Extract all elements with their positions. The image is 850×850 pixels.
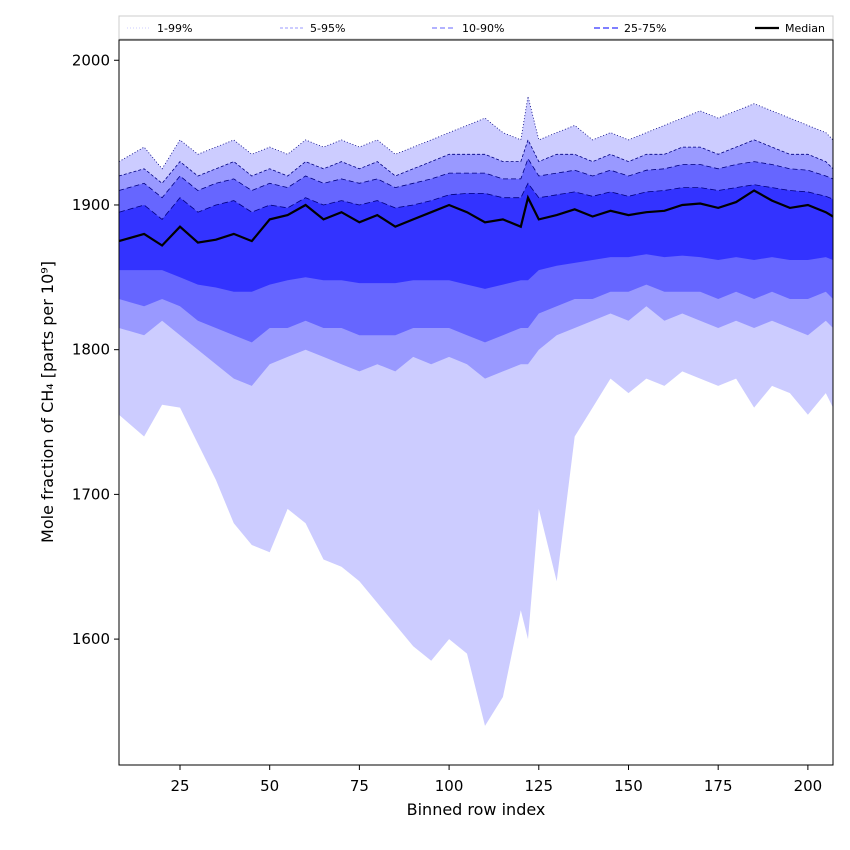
legend-label-25-75: 25-75% [624, 22, 666, 35]
median-line [118, 189, 834, 247]
legend-label-1-99: 1-99% [157, 22, 192, 35]
y-tick-label: 1900 [72, 196, 110, 214]
x-tick-label: 25 [170, 777, 189, 795]
legend-label-median: Median [785, 22, 825, 35]
y-tick-label: 1700 [72, 485, 110, 503]
y-tick-label: 2000 [72, 51, 110, 69]
percentile-bands [119, 96, 833, 726]
x-axis: 25 50 75 100 125 150 175 200 [170, 765, 822, 795]
x-tick-label: 150 [614, 777, 643, 795]
x-tick-label: 100 [435, 777, 464, 795]
legend-frame [118, 15, 834, 40]
x-axis-label: Binned row index [407, 800, 546, 819]
plot-frame [118, 39, 834, 766]
band-5-95-upper-edge [118, 138, 834, 184]
x-tick-label: 200 [794, 777, 823, 795]
legend-label-10-90: 10-90% [462, 22, 504, 35]
x-tick-label: 175 [704, 777, 733, 795]
x-tick-label: 50 [260, 777, 279, 795]
legend-label-5-95: 5-95% [310, 22, 345, 35]
series-lines [118, 96, 834, 247]
x-tick-label: 125 [524, 777, 553, 795]
y-axis: 1600 1700 1800 1900 2000 [72, 51, 119, 648]
y-tick-label: 1600 [72, 630, 110, 648]
y-axis-label: Mole fraction of CH₄ [parts per 10⁹] [38, 261, 57, 543]
x-tick-label: 75 [350, 777, 369, 795]
band-25-75-upper-edge [118, 182, 834, 220]
legend: 1-99% 5-95% 10-90% 25-75% Median [118, 15, 834, 40]
band-10-90-upper-edge [118, 157, 834, 199]
y-tick-label: 1800 [72, 341, 110, 359]
